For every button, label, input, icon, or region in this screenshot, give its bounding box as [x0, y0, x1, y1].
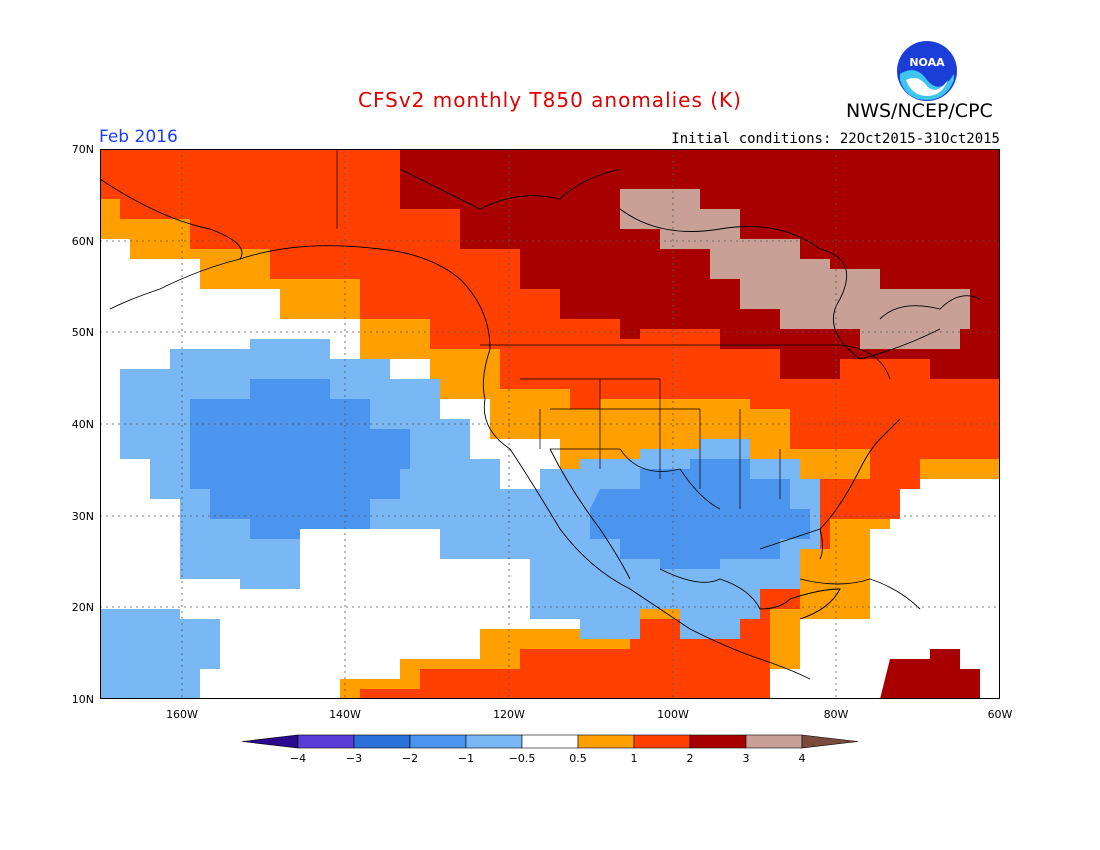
lon-label: 80W	[824, 708, 849, 721]
colorbar-label: 1	[631, 752, 638, 765]
colorbar-swatch	[409, 734, 467, 749]
colorbar-swatch	[465, 734, 523, 749]
colorbar-swatch	[297, 734, 355, 749]
lat-label: 70N	[72, 143, 94, 156]
lon-label: 140W	[329, 708, 361, 721]
lat-label: 40N	[72, 418, 94, 431]
colorbar-swatch	[801, 734, 859, 749]
axis-labels: 70N 60N 50N 40N 30N 20N 10N 160W 140W 12…	[72, 143, 1013, 721]
graticule	[100, 149, 1000, 699]
region-lightblue-sw	[100, 609, 220, 699]
forecast-month: Feb 2016	[99, 127, 178, 147]
lat-label: 50N	[72, 326, 94, 339]
initial-conditions: Initial conditions: 22Oct2015-31Oct2015	[671, 131, 1000, 147]
region-blue-gulf	[590, 459, 810, 569]
region-brown	[620, 189, 970, 349]
colorbar-label: −0.5	[509, 752, 536, 765]
lat-label: 20N	[72, 601, 94, 614]
colorbar-label: −2	[402, 752, 418, 765]
colorbar-labels: −4 −3 −2 −1 −0.5 0.5 1 2 3 4	[290, 752, 806, 765]
colorbar-label: −3	[346, 752, 362, 765]
anomaly-map	[100, 149, 1000, 699]
lon-label: 120W	[493, 708, 525, 721]
map-title: CFSv2 monthly T850 anomalies (K)	[358, 88, 742, 112]
lon-label: 100W	[657, 708, 689, 721]
colorbar-swatch	[241, 734, 299, 749]
lat-label: 60N	[72, 235, 94, 248]
lon-label: 160W	[166, 708, 198, 721]
colorbar: −4 −3 −2 −1 −0.5 0.5 1 2 3 4	[241, 734, 859, 765]
colorbar-swatch	[689, 734, 747, 749]
lat-label: 10N	[72, 693, 94, 706]
noaa-logo-text: NOAA	[909, 56, 945, 69]
colorbar-label: 4	[799, 752, 806, 765]
colorbar-label: 2	[687, 752, 694, 765]
political-boundaries	[336, 149, 891, 510]
colorbar-swatch	[521, 734, 579, 749]
region-darkred-south	[880, 649, 980, 699]
colorbar-label: 3	[743, 752, 750, 765]
agency-label: NWS/NCEP/CPC	[846, 100, 993, 122]
map-frame	[100, 149, 1000, 699]
lon-label: 60W	[988, 708, 1013, 721]
colorbar-swatches	[241, 734, 859, 749]
colorbar-label: 0.5	[569, 752, 587, 765]
longitude-labels: 160W 140W 120W 100W 80W 60W	[166, 708, 1012, 721]
colorbar-swatch	[633, 734, 691, 749]
region-blue-pacific	[190, 379, 410, 539]
colorbar-swatch	[745, 734, 803, 749]
colorbar-swatch	[353, 734, 411, 749]
coastlines	[100, 168, 981, 680]
colorbar-swatch	[577, 734, 635, 749]
noaa-logo: NOAA	[897, 41, 957, 101]
lat-label: 30N	[72, 510, 94, 523]
colorbar-label: −1	[458, 752, 474, 765]
latitude-labels: 70N 60N 50N 40N 30N 20N 10N	[72, 143, 94, 706]
colorbar-label: −4	[290, 752, 306, 765]
